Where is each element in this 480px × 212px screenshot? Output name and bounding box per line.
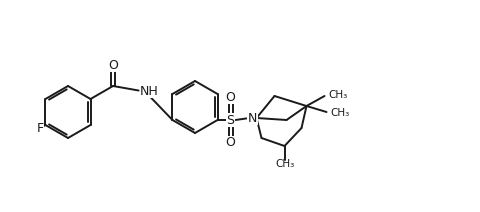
Text: CH₃: CH₃ [275,159,294,169]
Text: CH₃: CH₃ [330,108,349,118]
Text: O: O [226,137,236,149]
Text: O: O [226,91,236,103]
Text: CH₃: CH₃ [328,90,347,100]
Text: F: F [37,121,44,134]
Text: NH: NH [140,85,159,98]
Text: S: S [227,113,235,127]
Text: N: N [248,112,257,124]
Text: O: O [108,59,118,72]
